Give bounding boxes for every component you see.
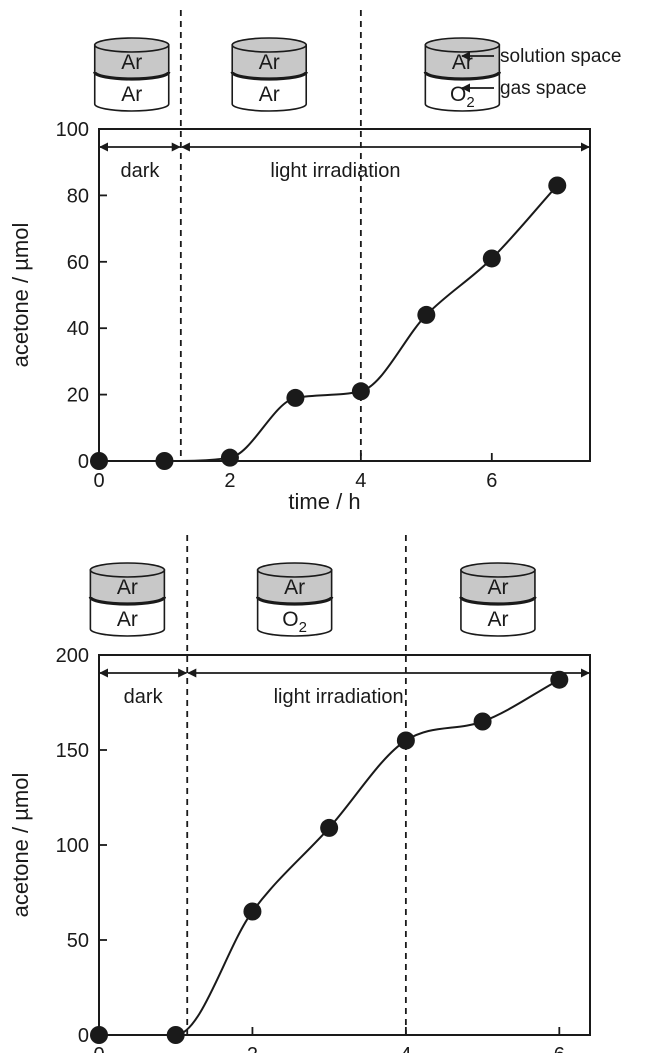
vessel-top-rim: [460, 562, 536, 578]
y-tick-label: 20: [67, 385, 89, 407]
data-point: [90, 452, 108, 470]
vessel-gas-label: O2: [282, 608, 307, 636]
data-point: [417, 305, 436, 324]
data-point: [482, 249, 501, 268]
vessel-gas-label: Ar: [259, 83, 280, 106]
vessel-gas-formula: Ar: [121, 83, 142, 106]
y-tick-label: 0: [78, 1025, 89, 1047]
vessel-gas-label: Ar: [117, 608, 138, 631]
data-point: [396, 731, 415, 750]
y-tick-label: 0: [78, 451, 89, 473]
vessel-top-rim: [231, 37, 308, 53]
region-label: light irradiation: [274, 686, 404, 708]
y-axis-label: acetone / µmol: [8, 773, 33, 918]
y-tick-label: 80: [67, 185, 89, 207]
vessel-gas-subscript: 2: [466, 94, 474, 111]
y-tick-label: 40: [67, 318, 89, 340]
chart-panel-top: 0 20 40 60 80 100 0 2 4 6 time / h acetone / µmol da…: [8, 10, 591, 514]
trend-curve: [99, 184, 559, 463]
vessel-gas-formula: Ar: [117, 608, 138, 631]
region-label: dark: [124, 686, 164, 708]
x-tick-label: 0: [93, 470, 104, 492]
legend-solution-space: solution space: [500, 46, 621, 67]
vessel-gas-formula: O: [282, 608, 298, 631]
data-point: [320, 818, 339, 837]
legend-gas-space: gas space: [500, 78, 587, 99]
y-tick-label: 60: [67, 252, 89, 274]
gas-vessel: Ar O2: [423, 37, 501, 112]
vessel-gas-section: [231, 71, 308, 112]
x-tick-label: 4: [355, 470, 366, 492]
y-tick-label: 150: [56, 740, 89, 762]
vessel-solution-label: Ar: [259, 51, 280, 74]
vessel-gas-section: [93, 71, 170, 112]
x-tick-label: 4: [400, 1044, 411, 1053]
gas-vessel: Ar Ar: [230, 37, 308, 112]
data-point: [473, 712, 492, 731]
y-tick-label: 200: [56, 645, 89, 667]
vessel-interface-line: [423, 71, 501, 81]
x-axis-label: time / h: [288, 489, 360, 514]
vessel-solution-label: Ar: [117, 576, 138, 599]
y-axis-label: acetone / µmol: [8, 223, 33, 368]
data-point: [155, 452, 174, 470]
region-label: light irradiation: [270, 160, 400, 182]
vessel-gas-label: Ar: [487, 608, 508, 631]
vessel-solution-label: Ar: [284, 576, 305, 599]
data-point: [351, 382, 370, 401]
gas-vessel: Ar Ar: [93, 37, 171, 112]
gas-vessel: Ar Ar: [459, 562, 537, 637]
data-point: [220, 448, 239, 467]
data-point: [90, 1026, 108, 1044]
data-point: [548, 176, 567, 195]
vessel-gas-section: [89, 596, 166, 637]
vessel-interface-line: [88, 596, 166, 606]
vessel-top-rim: [89, 562, 166, 578]
gas-vessel: Ar O2: [256, 562, 334, 637]
vessel-top-rim: [424, 37, 501, 53]
legend-annotations: solution space gas space: [461, 46, 621, 99]
gas-vessel: Ar Ar: [88, 562, 166, 637]
x-tick-label: 0: [93, 1044, 104, 1053]
vessel-top-rim: [93, 37, 170, 53]
y-tick-label: 100: [56, 119, 89, 141]
vessel-gas-section: [256, 596, 333, 637]
trend-curve: [99, 678, 560, 1036]
data-point: [166, 1026, 185, 1044]
y-tick-label: 50: [67, 930, 89, 952]
plot-frame: [98, 128, 591, 462]
vessel-gas-label: Ar: [121, 83, 142, 106]
data-point: [243, 902, 262, 921]
vessel-gas-formula: O: [450, 83, 466, 106]
vessel-gas-section: [460, 596, 536, 637]
plot-frame: [98, 654, 591, 1036]
vessel-top-rim: [256, 562, 333, 578]
vessel-solution-label: Ar: [487, 576, 508, 599]
vessel-interface-line: [93, 71, 171, 81]
vessel-gas-formula: Ar: [259, 83, 280, 106]
vessel-interface-line: [256, 596, 334, 606]
region-label: dark: [120, 160, 160, 182]
x-tick-label: 2: [247, 1044, 258, 1053]
data-point: [550, 670, 569, 689]
x-tick-label: 6: [486, 470, 497, 492]
vessel-interface-line: [459, 596, 537, 606]
vessel-gas-formula: Ar: [487, 608, 508, 631]
vessel-solution-label: Ar: [452, 51, 473, 74]
data-point: [286, 388, 305, 407]
vessel-gas-subscript: 2: [299, 619, 307, 636]
y-tick-label: 100: [56, 835, 89, 857]
x-tick-label: 2: [224, 470, 235, 492]
vessel-solution-label: Ar: [121, 51, 142, 74]
vessel-interface-line: [230, 71, 308, 81]
x-tick-label: 6: [554, 1044, 565, 1053]
